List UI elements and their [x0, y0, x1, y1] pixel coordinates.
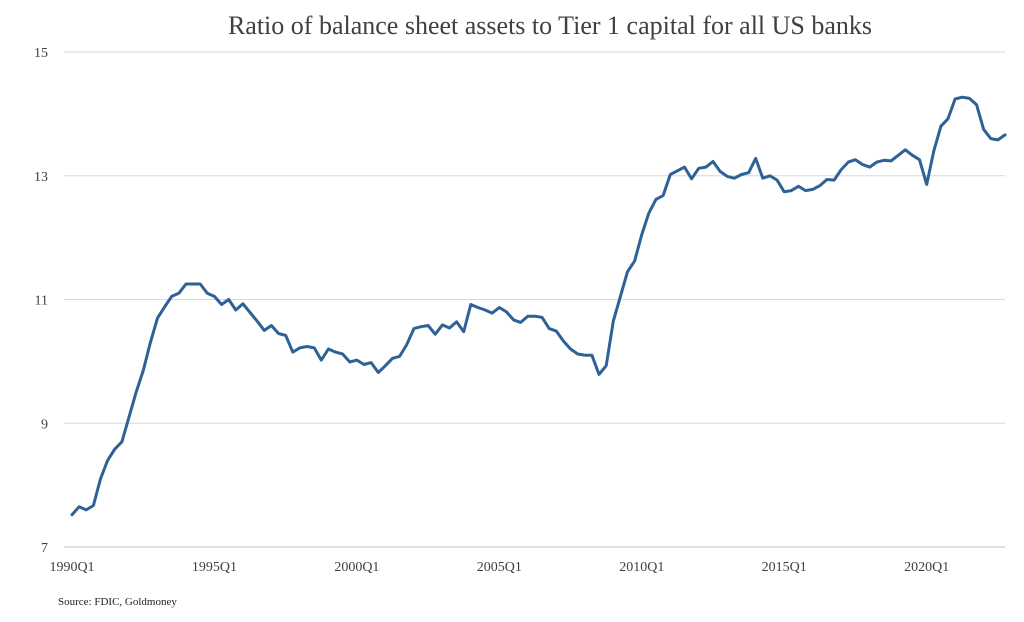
x-tick-label: 2015Q1 [762, 560, 807, 575]
y-tick-label: 13 [34, 170, 48, 185]
gridlines [64, 51, 1005, 424]
x-tick-label: 2010Q1 [619, 560, 664, 575]
y-tick-label: 7 [41, 541, 48, 556]
y-axis-tick-labels: 15 13 11 9 7 [34, 46, 48, 556]
x-axis-tick-labels: 1990Q1 1995Q1 2000Q1 2005Q1 2010Q1 2015Q1 2020… [49, 560, 949, 575]
y-tick-label: 15 [34, 46, 48, 61]
x-tick-label: 2005Q1 [477, 560, 522, 575]
y-tick-label: 9 [41, 417, 48, 432]
y-tick-label: 11 [35, 294, 48, 309]
source-note: Source: FDIC, Goldmoney [58, 596, 177, 608]
chart-title: Ratio of balance sheet assets to Tier 1 … [228, 11, 872, 40]
series-line [70, 95, 1007, 517]
series-layer [70, 95, 1007, 517]
x-tick-label: 1995Q1 [192, 560, 237, 575]
x-tick-label: 2020Q1 [904, 560, 949, 575]
x-tick-label: 1990Q1 [49, 560, 94, 575]
x-tick-label: 2000Q1 [334, 560, 379, 575]
